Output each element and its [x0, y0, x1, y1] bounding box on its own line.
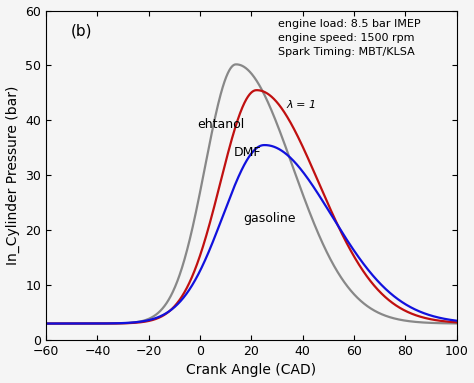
Y-axis label: In_Cylinder Pressure (bar): In_Cylinder Pressure (bar) — [6, 86, 20, 265]
X-axis label: Crank Angle (CAD): Crank Angle (CAD) — [186, 363, 316, 377]
Text: ehtanol: ehtanol — [198, 118, 245, 131]
Text: gasoline: gasoline — [244, 212, 296, 225]
Text: engine load: 8.5 bar IMEP
engine speed: 1500 rpm
Spark Timing: MBT/KLSA: engine load: 8.5 bar IMEP engine speed: … — [278, 19, 420, 57]
Text: (b): (b) — [71, 24, 92, 39]
Text: DMF: DMF — [233, 146, 261, 159]
Text: λ = 1: λ = 1 — [286, 100, 316, 110]
